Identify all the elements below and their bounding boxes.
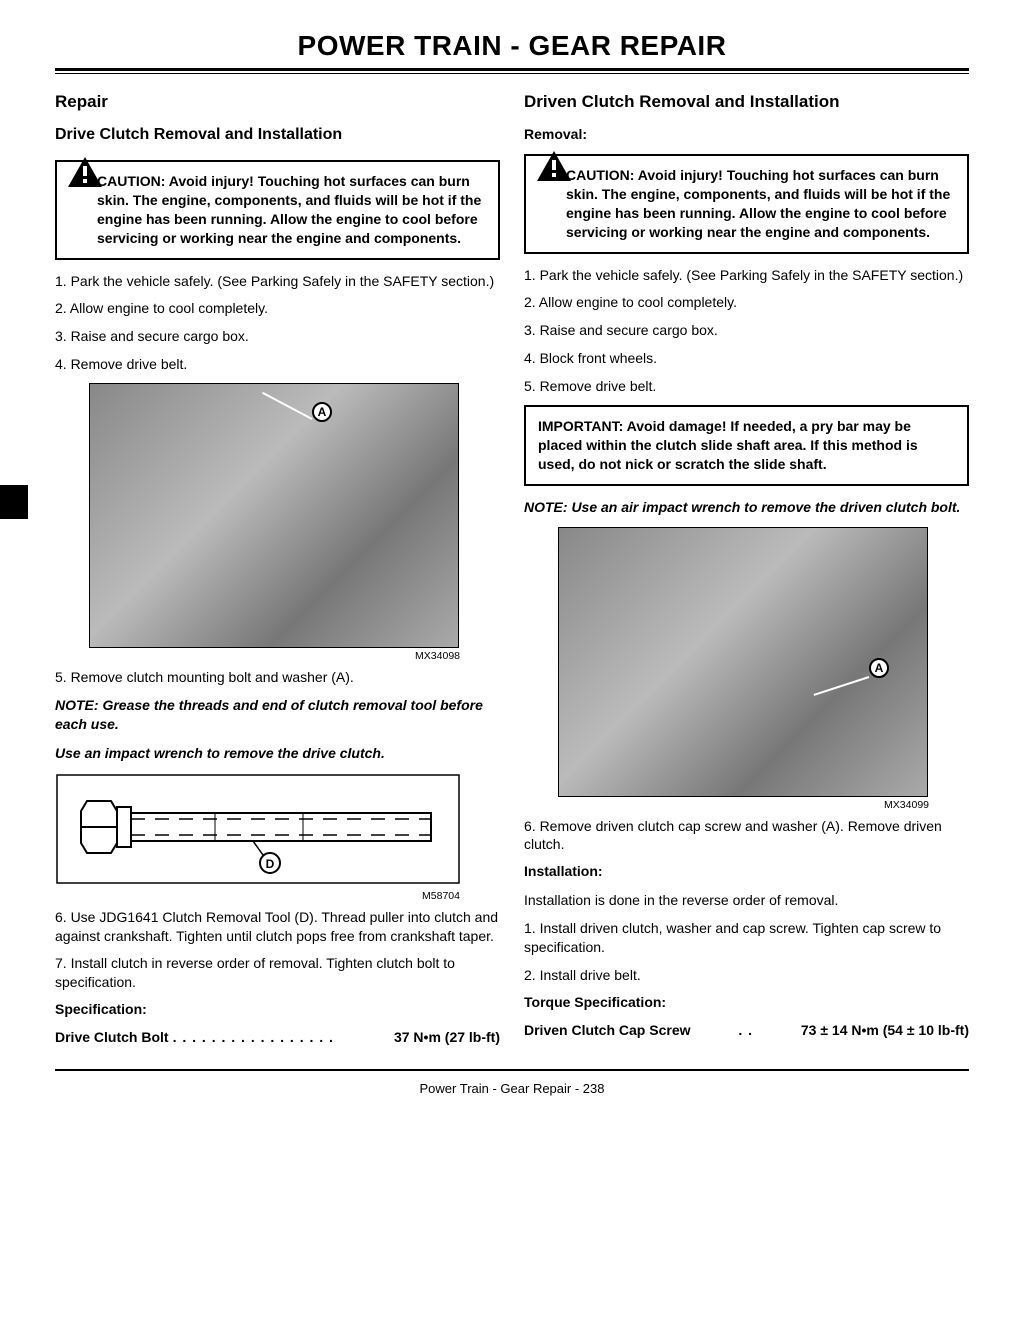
spec-dots-right: . . (734, 1022, 757, 1038)
installation-heading: Installation: (524, 863, 969, 879)
torque-heading: Torque Specification: (524, 994, 969, 1010)
figure-leader-line (262, 392, 312, 420)
important-box: IMPORTANT: Avoid damage! If needed, a pr… (524, 405, 969, 486)
right-column: Driven Clutch Removal and Installation R… (524, 92, 969, 1055)
left-note1: NOTE: Grease the threads and end of clut… (55, 696, 500, 734)
figure-callout-a: A (312, 402, 332, 422)
removal-heading: Removal: (524, 126, 969, 142)
left-note2: Use an impact wrench to remove the drive… (55, 744, 500, 763)
warning-triangle-icon (536, 150, 572, 182)
footer-rule (55, 1069, 969, 1071)
heading-driven-clutch: Driven Clutch Removal and Installation (524, 92, 969, 112)
spec-label-left: Drive Clutch Bolt (55, 1029, 169, 1045)
left-step7: 7. Install clutch in reverse order of re… (55, 954, 500, 992)
right-step5: 5. Remove drive belt. (524, 377, 969, 396)
spec-row-right: Driven Clutch Cap Screw . . 73 ± 14 N•m … (524, 1022, 969, 1038)
right-step1: 1. Park the vehicle safely. (See Parking… (524, 266, 969, 285)
content-columns: Repair Drive Clutch Removal and Installa… (55, 92, 969, 1055)
spec-value-left: 37 N•m (27 lb-ft) (394, 1029, 500, 1045)
right-step4: 4. Block front wheels. (524, 349, 969, 368)
spec-label-right: Driven Clutch Cap Screw (524, 1022, 691, 1038)
figure-leader-line-right (814, 676, 870, 696)
right-step2: 2. Allow engine to cool completely. (524, 293, 969, 312)
figure-right-1: A MX34099 (524, 527, 969, 811)
left-step3: 3. Raise and secure cargo box. (55, 327, 500, 346)
important-text: IMPORTANT: Avoid damage! If needed, a pr… (538, 417, 955, 474)
installation-para: Installation is done in the reverse orde… (524, 891, 969, 910)
figure-right-1-image: A (558, 527, 928, 797)
figure-callout-d: D (266, 857, 275, 871)
right-step6: 6. Remove driven clutch cap screw and wa… (524, 817, 969, 855)
page-tab (0, 485, 28, 519)
bolt-diagram-icon: D (55, 773, 461, 885)
left-step6: 6. Use JDG1641 Clutch Removal Tool (D). … (55, 908, 500, 946)
figure-left-2-number: M58704 (55, 890, 500, 902)
page-title: POWER TRAIN - GEAR REPAIR (55, 30, 969, 62)
figure-left-1-number: MX34098 (55, 650, 500, 662)
spec-heading-left: Specification: (55, 1001, 500, 1017)
spec-row-left: Drive Clutch Bolt . . . . . . . . . . . … (55, 1029, 500, 1045)
left-column: Repair Drive Clutch Removal and Installa… (55, 92, 500, 1055)
figure-left-2: D M58704 (55, 773, 500, 902)
title-rule-thin (55, 73, 969, 74)
title-rule-thick (55, 68, 969, 71)
caution-text-left: CAUTION: Avoid injury! Touching hot surf… (71, 172, 484, 248)
figure-left-1: A MX34098 (55, 383, 500, 662)
heading-drive-clutch: Drive Clutch Removal and Installation (55, 126, 500, 144)
caution-box-left: CAUTION: Avoid injury! Touching hot surf… (55, 160, 500, 260)
warning-triangle-icon (67, 156, 103, 188)
left-step4: 4. Remove drive belt. (55, 355, 500, 374)
left-step1: 1. Park the vehicle safely. (See Parking… (55, 272, 500, 291)
spec-dots: . . . . . . . . . . . . . . . . . (169, 1029, 394, 1045)
figure-right-1-number: MX34099 (524, 799, 969, 811)
caution-box-right: CAUTION: Avoid injury! Touching hot surf… (524, 154, 969, 254)
caution-text-right: CAUTION: Avoid injury! Touching hot surf… (540, 166, 953, 242)
figure-callout-a-right: A (869, 658, 889, 678)
left-step2: 2. Allow engine to cool completely. (55, 299, 500, 318)
heading-repair: Repair (55, 92, 500, 112)
left-step5: 5. Remove clutch mounting bolt and washe… (55, 668, 500, 687)
right-note1: NOTE: Use an air impact wrench to remove… (524, 498, 969, 517)
spec-value-right: 73 ± 14 N•m (54 ± 10 lb-ft) (801, 1022, 969, 1038)
right-istep2: 2. Install drive belt. (524, 966, 969, 985)
page-footer: Power Train - Gear Repair - 238 (55, 1081, 969, 1096)
right-istep1: 1. Install driven clutch, washer and cap… (524, 919, 969, 957)
figure-left-1-image: A (89, 383, 459, 648)
right-step3: 3. Raise and secure cargo box. (524, 321, 969, 340)
